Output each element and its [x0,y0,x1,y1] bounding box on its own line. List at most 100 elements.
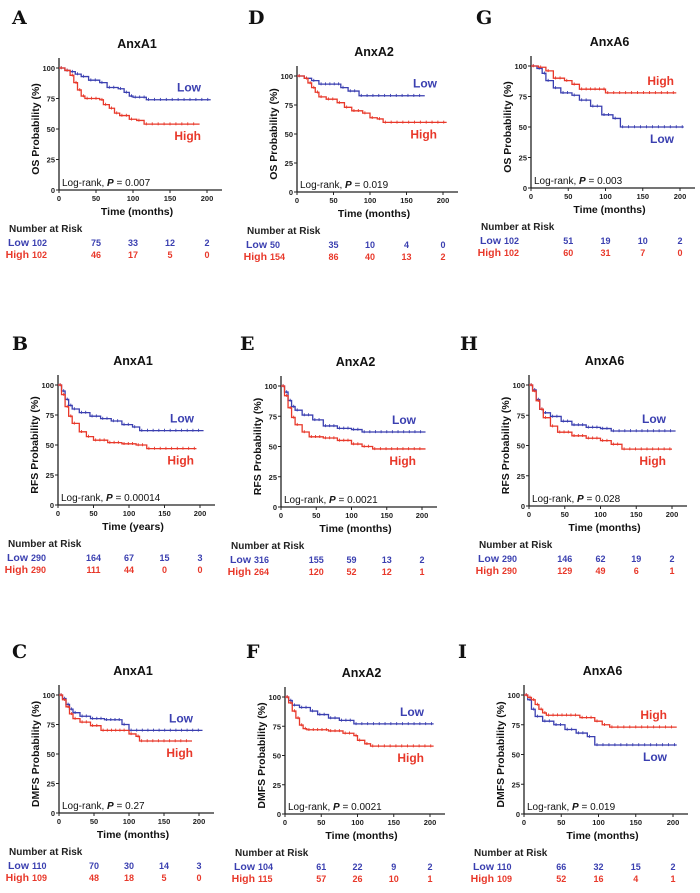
y-tick-label: 25 [269,473,277,482]
risk-count-high: 17 [128,250,138,260]
panel-f: F AnxA2 0 25 50 75 100 0 50 100 150 200 Time (months… [232,641,445,885]
risk-count-high: 44 [124,565,134,575]
risk-count-low: 102 [504,236,519,246]
logrank-annotation: Log-rank, P = 0.007 [62,178,151,189]
y-axis-label: OS Probability (%) [502,81,514,173]
y-tick-label: 75 [46,411,54,420]
risk-row-label-high: High [6,872,29,884]
risk-count-low: 2 [677,236,682,246]
x-tick-label: 200 [666,510,679,519]
risk-count-high: 13 [401,252,411,262]
risk-count-high: 5 [167,250,172,260]
risk-count-high: 4 [633,874,638,884]
risk-table-title: Number at Risk [9,847,83,858]
x-axis-label: Time (months) [338,208,410,220]
x-tick-label: 200 [194,509,207,518]
risk-count-low: 146 [557,554,572,564]
risk-count-low: 164 [86,553,101,563]
risk-count-low: 290 [31,553,46,563]
risk-table-title: Number at Risk [231,541,305,552]
risk-count-low: 9 [391,862,396,872]
label-high: High [640,708,667,722]
risk-count-low: 2 [419,555,424,565]
label-high: High [410,127,437,141]
label-low: Low [643,750,668,764]
risk-count-low: 19 [600,236,610,246]
panel-letter: F [246,641,260,663]
y-tick-label: 100 [514,62,527,71]
x-tick-label: 100 [127,194,140,203]
risk-table-title: Number at Risk [9,224,83,235]
risk-row-label-high: High [228,566,251,578]
x-tick-label: 150 [158,509,171,518]
km-curve-high [58,384,197,450]
risk-row-label-low: Low [480,235,502,247]
x-axis-label: Time (months) [325,830,397,842]
risk-table-title: Number at Risk [474,848,548,859]
x-tick-label: 50 [329,196,337,205]
logrank-annotation: Log-rank, P = 0.028 [532,494,621,505]
label-high: High [389,454,416,468]
x-tick-label: 100 [123,509,136,518]
chart-title: AnxA2 [342,666,382,680]
panel-letter: D [248,7,264,29]
x-tick-label: 200 [416,511,429,520]
label-high: High [174,129,201,143]
panel-letter: B [12,333,28,355]
risk-count-low: 35 [328,240,338,250]
risk-count-low: 22 [352,862,362,872]
risk-count-high: 7 [640,248,645,258]
risk-count-low: 10 [638,236,648,246]
chart-title: AnxA6 [583,664,623,678]
logrank-annotation: Log-rank, P = 0.0021 [284,495,378,506]
risk-count-high: 0 [677,248,682,258]
x-tick-label: 50 [312,511,320,520]
risk-row-label-low: Low [478,553,500,565]
y-tick-label: 75 [47,95,55,104]
y-tick-label: 75 [273,722,281,731]
logrank-annotation: Log-rank, P = 0.27 [62,801,145,812]
risk-count-high: 115 [258,874,273,884]
risk-count-high: 0 [162,565,167,575]
risk-count-high: 290 [502,566,517,576]
label-low: Low [177,81,202,95]
y-tick-label: 0 [51,186,55,195]
x-tick-label: 150 [400,196,413,205]
risk-count-high: 46 [91,250,101,260]
label-low: Low [170,412,195,426]
y-tick-label: 50 [46,441,54,450]
risk-count-low: 0 [440,240,445,250]
panel-letter: C [12,641,27,663]
panel-h: H AnxA6 0 25 50 75 100 0 50 100 150 200 Time (months… [460,333,687,577]
x-tick-label: 50 [317,818,325,827]
risk-count-low: 67 [124,553,134,563]
chart-title: AnxA6 [585,354,625,368]
label-low: Low [392,413,417,427]
risk-count-low: 30 [124,861,134,871]
y-tick-label: 25 [517,472,525,481]
x-tick-label: 100 [123,817,136,826]
risk-count-low: 12 [165,238,175,248]
x-tick-label: 50 [557,818,565,827]
risk-count-high: 12 [382,567,392,577]
risk-count-low: 316 [254,555,269,565]
label-low: Low [650,132,675,146]
x-tick-label: 150 [630,510,643,519]
risk-count-high: 1 [670,874,675,884]
y-tick-label: 100 [264,382,277,391]
panel-letter: E [240,333,254,355]
risk-row-label-low: Low [230,554,252,566]
label-high: High [167,454,194,468]
risk-count-high: 129 [557,566,572,576]
x-tick-label: 0 [283,818,287,827]
risk-count-high: 57 [316,874,326,884]
y-tick-label: 50 [512,751,520,760]
risk-count-high: 86 [328,252,338,262]
panel-letter: H [460,333,478,355]
risk-table-title: Number at Risk [479,540,553,551]
risk-count-low: 15 [631,862,641,872]
y-tick-label: 0 [521,502,525,511]
x-tick-label: 50 [90,817,98,826]
risk-count-low: 2 [669,554,674,564]
panel-i: I AnxA6 0 25 50 75 100 0 50 100 150 200 Time (months… [458,641,688,885]
